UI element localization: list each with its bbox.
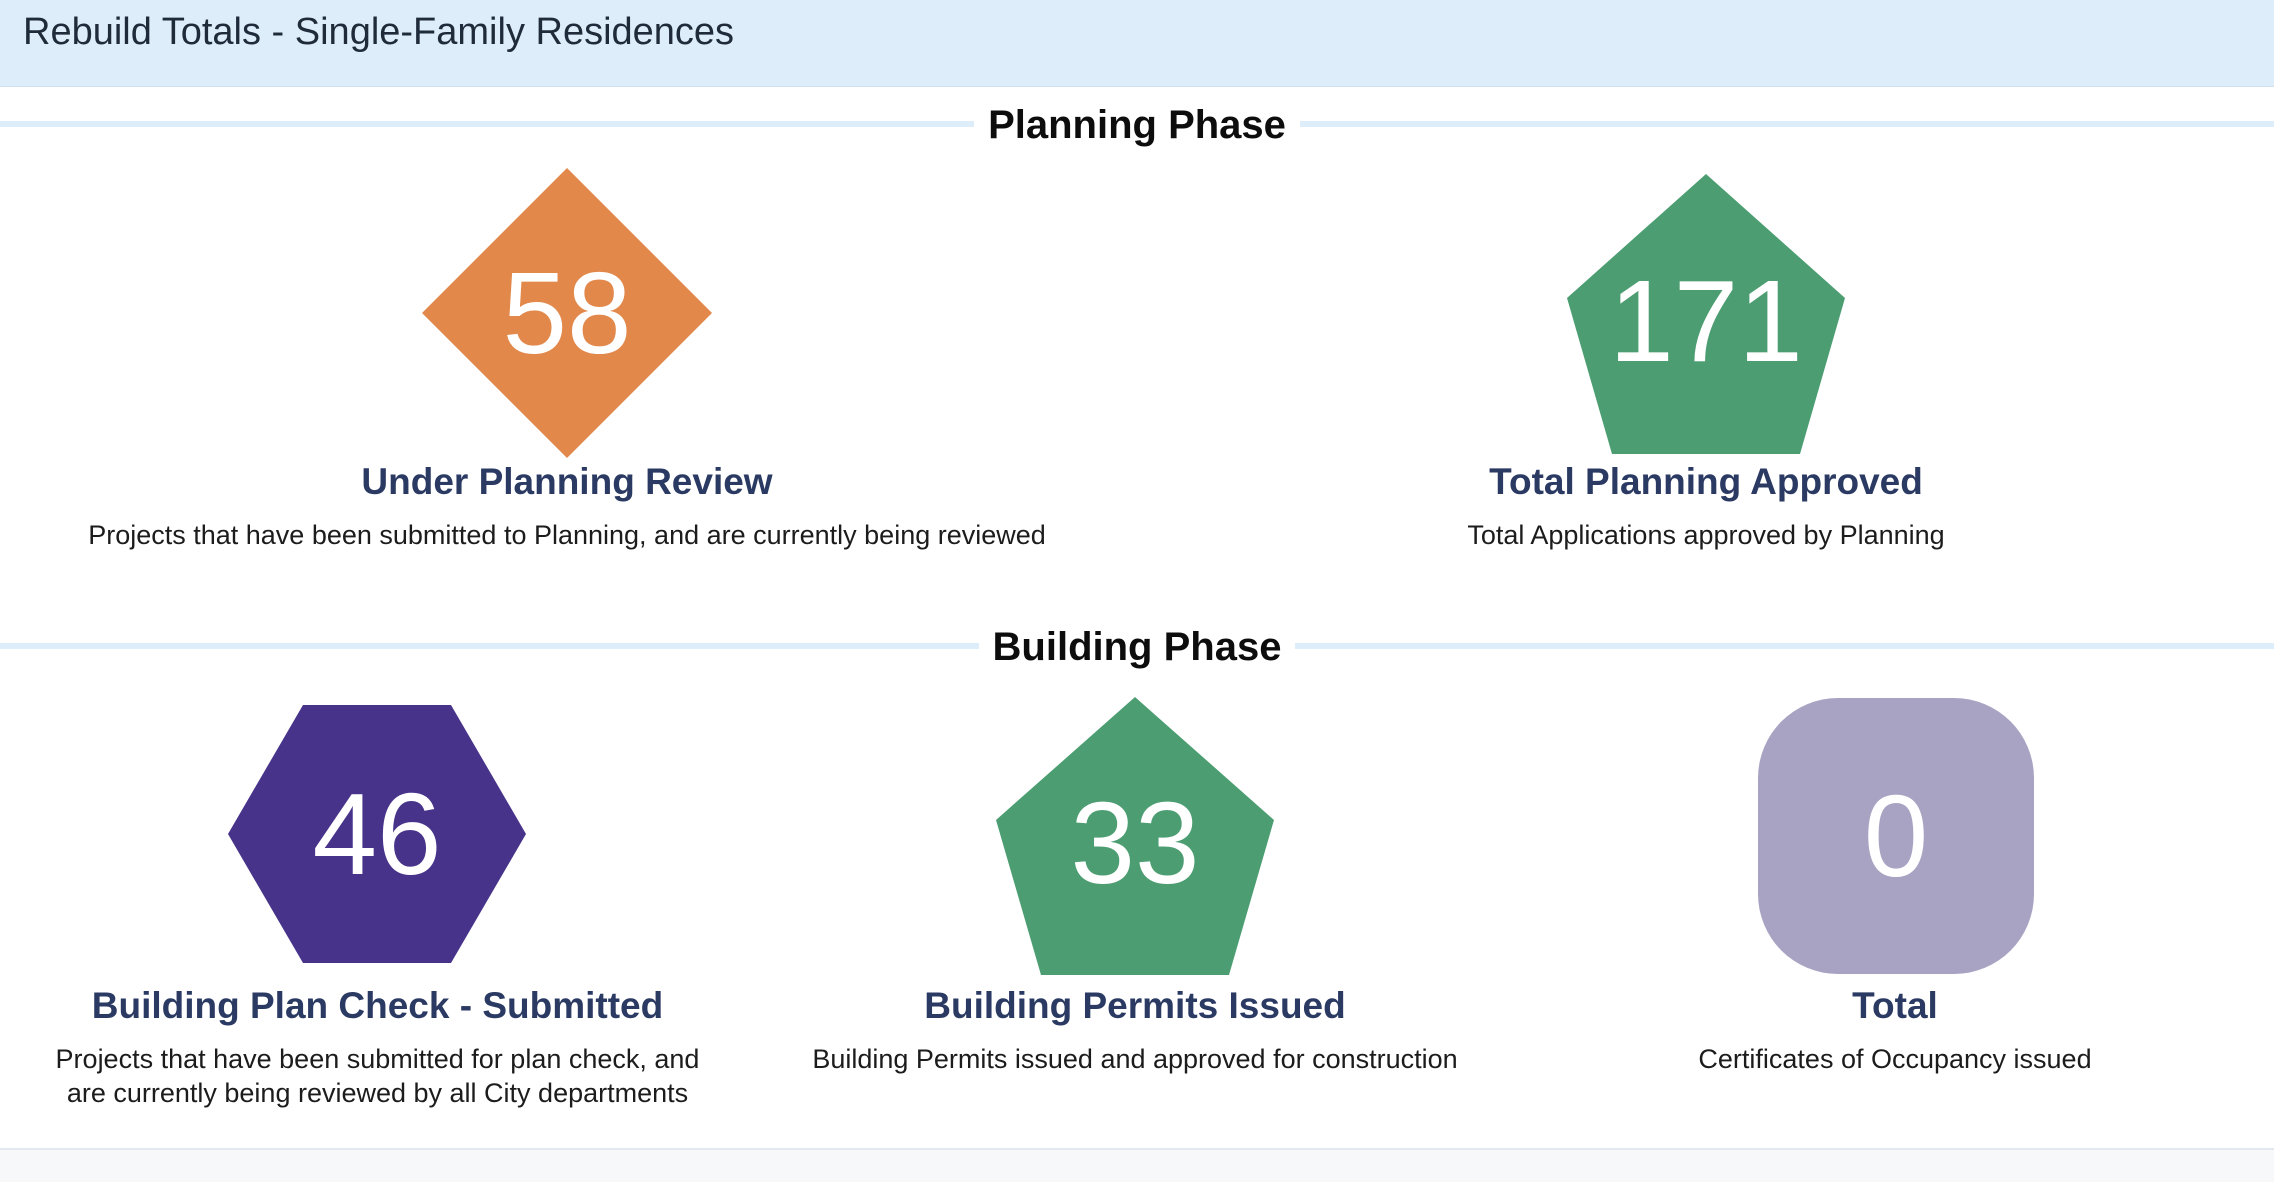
rounded-square-shape-fill: [1758, 698, 2034, 974]
under-planning-review-description: Projects that have been submitted to Pla…: [88, 520, 1046, 550]
diamond-shape-fill: [422, 168, 712, 458]
certificates-of-occupancy-description: Certificates of Occupancy issued: [1698, 1044, 2092, 1074]
building-permits-issued-title: Building Permits Issued: [924, 985, 1346, 1026]
page-title: Rebuild Totals - Single-Family Residence…: [23, 11, 735, 53]
card-total-planning-approved[interactable]: 171 Total Planning Approved Total Applic…: [1346, 160, 2066, 560]
pentagon-shape: 33: [996, 697, 1274, 975]
building-plan-check-count: 46: [312, 769, 442, 899]
building-permits-issued-count: 33: [1070, 778, 1200, 908]
diamond-shape: 58: [422, 168, 712, 458]
footer-strip: [0, 1148, 2274, 1182]
certificates-of-occupancy-count: 0: [1863, 771, 1929, 901]
building-permits-issued-description: Building Permits issued and approved for…: [812, 1044, 1458, 1074]
planning-section-divider: [0, 121, 2274, 127]
card-building-permits-issued[interactable]: 33 Building Permits Issued Building Perm…: [780, 690, 1490, 1090]
rounded-square-shape: 0: [1758, 698, 2034, 974]
under-planning-review-count: 58: [502, 248, 632, 378]
certificates-of-occupancy-title: Total: [1852, 985, 1938, 1026]
building-plan-check-description-line2: are currently being reviewed by all City…: [66, 1078, 689, 1108]
pentagon-shape-fill: [1567, 174, 1845, 454]
total-planning-approved-title: Total Planning Approved: [1489, 461, 1923, 502]
card-certificates-of-occupancy[interactable]: 0 Total Certificates of Occupancy issued: [1560, 690, 2230, 1090]
pentagon-shape: 171: [1567, 174, 1845, 454]
total-planning-approved-count: 171: [1609, 256, 1803, 386]
building-plan-check-description-line1: Projects that have been submitted for pl…: [55, 1044, 700, 1074]
under-planning-review-title: Under Planning Review: [361, 461, 773, 502]
hexagon-shape-fill: [228, 705, 526, 963]
card-building-plan-check[interactable]: 46 Building Plan Check - Submitted Proje…: [20, 690, 735, 1120]
total-planning-approved-description: Total Applications approved by Planning: [1467, 520, 1945, 550]
hexagon-shape: 46: [228, 705, 526, 963]
building-plan-check-title: Building Plan Check - Submitted: [91, 985, 664, 1026]
header-bar: Rebuild Totals - Single-Family Residence…: [0, 0, 2274, 87]
card-under-planning-review[interactable]: 58 Under Planning Review Projects that h…: [40, 160, 1094, 560]
pentagon-shape-fill: [996, 697, 1274, 975]
building-section-divider: [0, 643, 2274, 649]
